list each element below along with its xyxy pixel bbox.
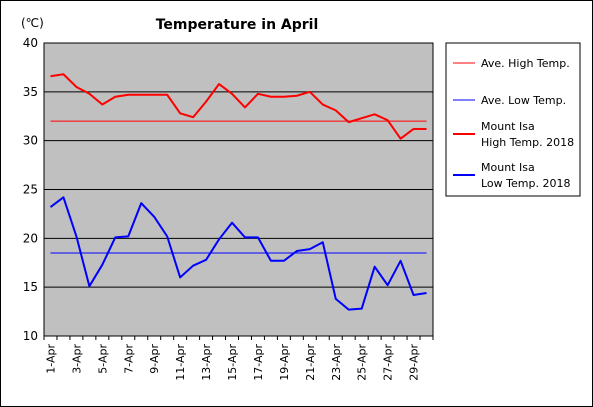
series-line-4	[49, 196, 427, 311]
y-tick-label: 30	[23, 134, 38, 148]
y-tick-label: 35	[23, 85, 38, 99]
x-tick-label: 13-Apr	[200, 344, 213, 381]
x-tick-label: 11-Apr	[174, 344, 187, 381]
series-line-3	[50, 73, 427, 140]
x-tick-label: 25-Apr	[356, 344, 369, 381]
series-lines	[49, 73, 427, 311]
x-tick-label: 23-Apr	[330, 344, 343, 381]
y-tick-label: 10	[23, 329, 38, 343]
x-tick-label: 3-Apr	[70, 344, 83, 374]
y-unit-label: (℃)	[21, 16, 44, 30]
y-tick-label: 40	[23, 36, 38, 50]
y-tick-label: 15	[23, 280, 38, 294]
legend	[445, 42, 581, 197]
y-axis-ticks: 10 15 20 25 30 35 40	[23, 36, 38, 343]
y-tick-label: 25	[23, 183, 38, 197]
legend-entries: Ave. High Temp. Ave. Low Temp. Mount Isa Hi…	[453, 57, 574, 190]
x-tick-label: 1-Apr	[44, 344, 57, 374]
x-tick-label: 5-Apr	[96, 344, 109, 374]
x-tick-label: 19-Apr	[278, 344, 291, 381]
legend-label-4: Mount Isa Low Temp. 2018	[481, 161, 570, 190]
chart-title: Temperature in April	[156, 17, 319, 33]
x-tick-label: 21-Apr	[304, 344, 317, 381]
legend-label-3: Mount Isa High Temp. 2018	[481, 120, 574, 149]
legend-label-2: Ave. Low Temp.	[481, 94, 566, 107]
x-tick-label: 29-Apr	[408, 344, 421, 381]
plot-border	[43, 42, 434, 337]
legend-label-1: Ave. High Temp.	[481, 57, 570, 70]
y-tick-label: 20	[23, 231, 38, 245]
x-axis-ticks: 1-Apr 3-Apr 5-Apr 7-Apr 9-Apr 11-Apr 13-Apr 15-…	[43, 336, 434, 381]
x-tick-label: 17-Apr	[252, 344, 265, 381]
x-tick-label: 27-Apr	[382, 344, 395, 381]
x-tick-label: 15-Apr	[226, 344, 239, 381]
x-tick-label: 7-Apr	[122, 344, 135, 374]
x-tick-label: 9-Apr	[148, 344, 161, 374]
